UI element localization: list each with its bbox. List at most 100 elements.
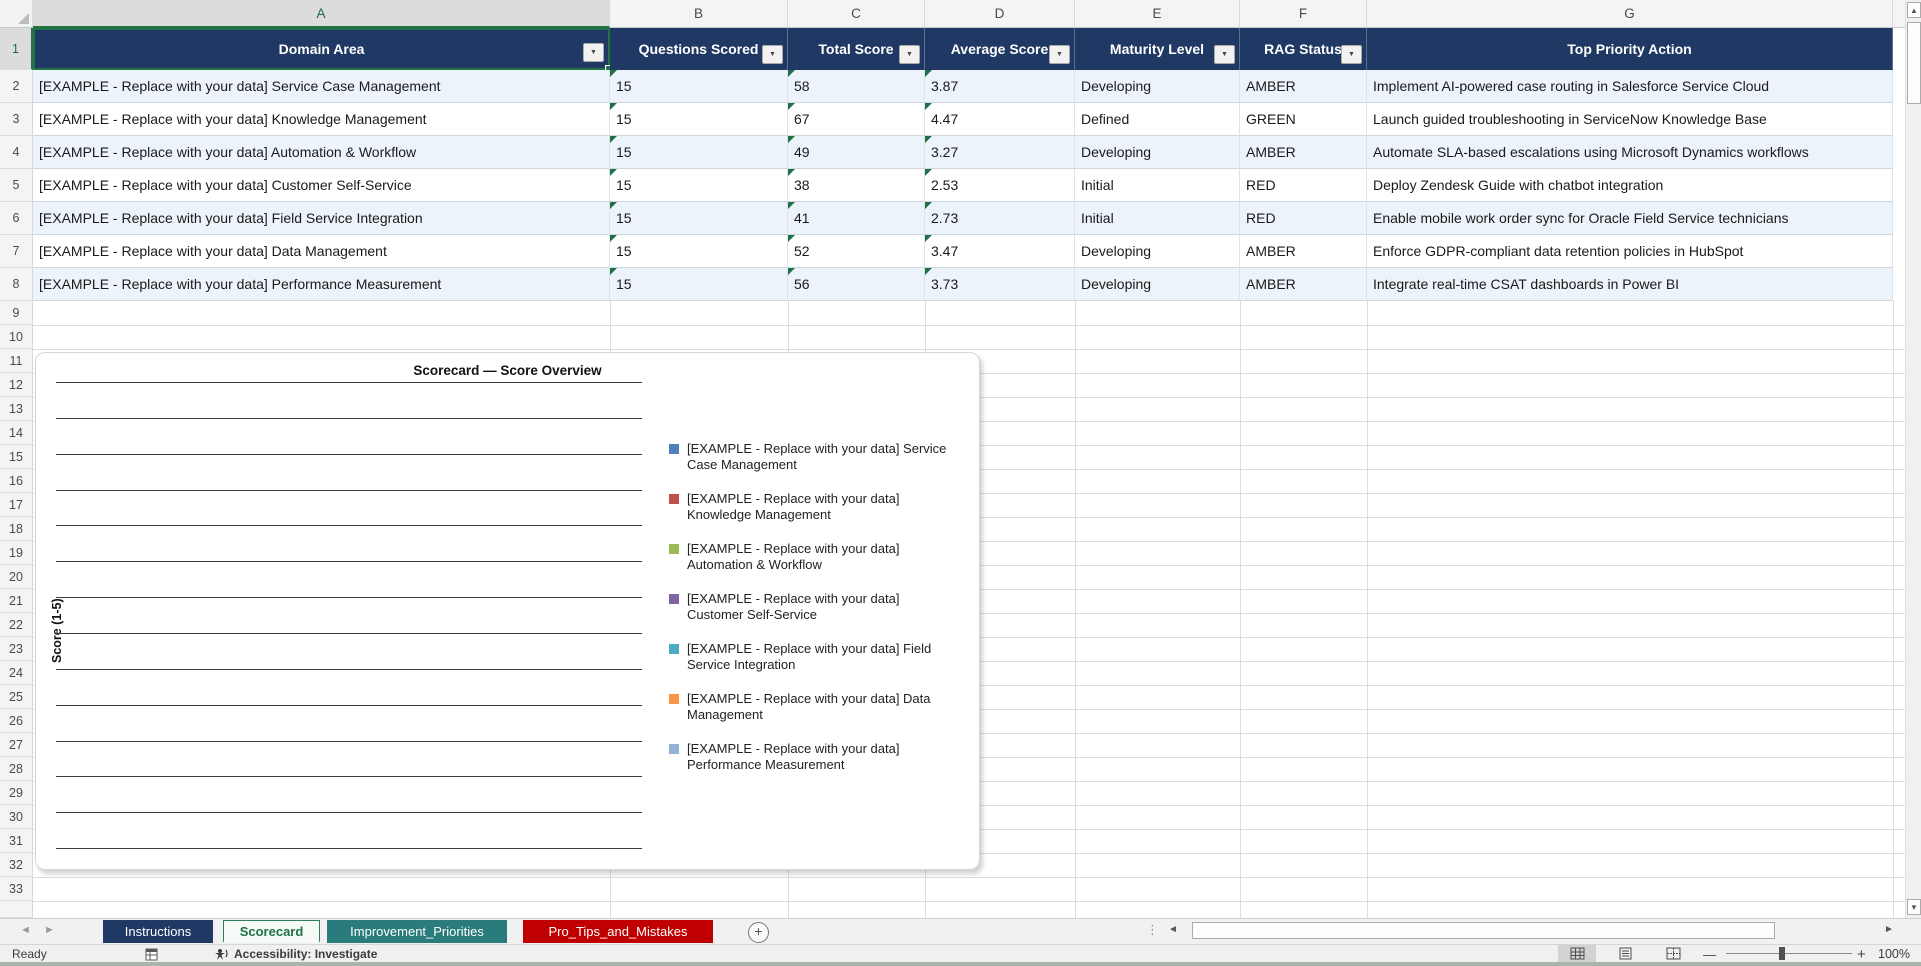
tab-improvement-priorities[interactable]: Improvement_Priorities [327, 920, 507, 943]
cell-C2[interactable]: 58 [788, 70, 925, 103]
cell-E6[interactable]: Initial [1075, 202, 1240, 235]
horizontal-scroll-thumb[interactable] [1192, 922, 1775, 939]
vertical-scroll-thumb[interactable] [1907, 22, 1921, 104]
cell-A8[interactable]: [EXAMPLE - Replace with your data] Perfo… [33, 268, 610, 301]
scroll-down-button[interactable]: ▼ [1907, 899, 1921, 915]
row-header-27[interactable]: 27 [0, 733, 33, 757]
row-header-33[interactable]: 33 [0, 877, 33, 901]
cell-G3[interactable]: Launch guided troubleshooting in Service… [1367, 103, 1893, 136]
row-header-31[interactable]: 31 [0, 829, 33, 853]
cell-F7[interactable]: AMBER [1240, 235, 1367, 268]
tab-scorecard[interactable]: Scorecard [223, 920, 320, 943]
new-sheet-button[interactable]: + [748, 922, 769, 943]
row-header-32[interactable]: 32 [0, 853, 33, 877]
zoom-out-button[interactable]: — [1703, 946, 1716, 962]
cell-G4[interactable]: Automate SLA-based escalations using Mic… [1367, 136, 1893, 169]
cell-C6[interactable]: 41 [788, 202, 925, 235]
zoom-level[interactable]: 100% [1878, 947, 1910, 961]
select-all-corner[interactable] [0, 0, 33, 28]
row-header-11[interactable]: 11 [0, 349, 33, 373]
cell-F5[interactable]: RED [1240, 169, 1367, 202]
row-header-22[interactable]: 22 [0, 613, 33, 637]
cell-F3[interactable]: GREEN [1240, 103, 1367, 136]
cell-G8[interactable]: Integrate real-time CSAT dashboards in P… [1367, 268, 1893, 301]
filter-button-avg[interactable]: ▼ [1049, 45, 1070, 64]
cell-C8[interactable]: 56 [788, 268, 925, 301]
cell-B5[interactable]: 15 [610, 169, 788, 202]
cell-G6[interactable]: Enable mobile work order sync for Oracle… [1367, 202, 1893, 235]
row-header-13[interactable]: 13 [0, 397, 33, 421]
cell-D8[interactable]: 3.73 [925, 268, 1075, 301]
column-header-A[interactable]: A [33, 0, 610, 28]
table-header-cell-total[interactable]: Total Score ▼ [788, 28, 925, 70]
cell-A4[interactable]: [EXAMPLE - Replace with your data] Autom… [33, 136, 610, 169]
row-header-19[interactable]: 19 [0, 541, 33, 565]
cell-G2[interactable]: Implement AI-powered case routing in Sal… [1367, 70, 1893, 103]
row-header-18[interactable]: 18 [0, 517, 33, 541]
cell-D4[interactable]: 3.27 [925, 136, 1075, 169]
table-header-cell-maturity[interactable]: Maturity Level ▼ [1075, 28, 1240, 70]
cell-G5[interactable]: Deploy Zendesk Guide with chatbot integr… [1367, 169, 1893, 202]
row-header-26[interactable]: 26 [0, 709, 33, 733]
table-header-cell-questions[interactable]: Questions Scored ▼ [610, 28, 788, 70]
column-header-C[interactable]: C [788, 0, 925, 28]
row-header-24[interactable]: 24 [0, 661, 33, 685]
row-header-28[interactable]: 28 [0, 757, 33, 781]
cell-C3[interactable]: 67 [788, 103, 925, 136]
row-header-1[interactable]: 1 [0, 28, 33, 70]
macro-record-icon[interactable] [145, 946, 159, 962]
row-header-17[interactable]: 17 [0, 493, 33, 517]
tab-scroll-left-icon[interactable]: ◄ [20, 924, 31, 936]
scroll-right-button[interactable]: ► [1884, 924, 1894, 935]
cell-B3[interactable]: 15 [610, 103, 788, 136]
table-header-cell-domain[interactable]: Domain Area ▼ [33, 28, 612, 72]
row-header-4[interactable]: 4 [0, 136, 33, 169]
cell-E4[interactable]: Developing [1075, 136, 1240, 169]
table-header-cell-action[interactable]: Top Priority Action [1367, 28, 1893, 70]
cell-B4[interactable]: 15 [610, 136, 788, 169]
cell-D5[interactable]: 2.53 [925, 169, 1075, 202]
cell-A7[interactable]: [EXAMPLE - Replace with your data] Data … [33, 235, 610, 268]
scroll-left-button[interactable]: ◄ [1168, 924, 1178, 935]
row-header-23[interactable]: 23 [0, 637, 33, 661]
tab-splitter-handle[interactable]: ⋮ [1146, 922, 1159, 937]
cell-D7[interactable]: 3.47 [925, 235, 1075, 268]
column-header-D[interactable]: D [925, 0, 1075, 28]
cell-B6[interactable]: 15 [610, 202, 788, 235]
row-header-8[interactable]: 8 [0, 268, 33, 301]
cell-F8[interactable]: AMBER [1240, 268, 1367, 301]
cell-A6[interactable]: [EXAMPLE - Replace with your data] Field… [33, 202, 610, 235]
row-header-29[interactable]: 29 [0, 781, 33, 805]
row-header-14[interactable]: 14 [0, 421, 33, 445]
cell-E8[interactable]: Developing [1075, 268, 1240, 301]
filter-button-rag[interactable]: ▼ [1341, 45, 1362, 64]
row-header-20[interactable]: 20 [0, 565, 33, 589]
cell-F2[interactable]: AMBER [1240, 70, 1367, 103]
page-layout-view-button[interactable] [1606, 945, 1644, 962]
zoom-slider-track[interactable] [1726, 953, 1852, 954]
cell-D3[interactable]: 4.47 [925, 103, 1075, 136]
filter-button-domain[interactable]: ▼ [583, 43, 604, 62]
table-header-cell-rag[interactable]: RAG Status ▼ [1240, 28, 1367, 70]
row-header-3[interactable]: 3 [0, 103, 33, 136]
cell-F4[interactable]: AMBER [1240, 136, 1367, 169]
row-header-10[interactable]: 10 [0, 325, 33, 349]
cell-B2[interactable]: 15 [610, 70, 788, 103]
chart-score-overview[interactable]: Scorecard — Score Overview Score (1-5) [… [35, 352, 980, 870]
filter-button-total[interactable]: ▼ [899, 45, 920, 64]
column-header-F[interactable]: F [1240, 0, 1367, 28]
row-header-5[interactable]: 5 [0, 169, 33, 202]
cell-C7[interactable]: 52 [788, 235, 925, 268]
row-header-9[interactable]: 9 [0, 301, 33, 325]
row-header-6[interactable]: 6 [0, 202, 33, 235]
column-header-E[interactable]: E [1075, 0, 1240, 28]
tab-scroll-right-icon[interactable]: ► [44, 924, 55, 936]
row-header-7[interactable]: 7 [0, 235, 33, 268]
filter-button-questions[interactable]: ▼ [762, 45, 783, 64]
accessibility-checker[interactable]: Accessibility: Investigate [212, 946, 377, 962]
row-header-30[interactable]: 30 [0, 805, 33, 829]
cell-C5[interactable]: 38 [788, 169, 925, 202]
cell-B8[interactable]: 15 [610, 268, 788, 301]
cell-E5[interactable]: Initial [1075, 169, 1240, 202]
cell-F6[interactable]: RED [1240, 202, 1367, 235]
